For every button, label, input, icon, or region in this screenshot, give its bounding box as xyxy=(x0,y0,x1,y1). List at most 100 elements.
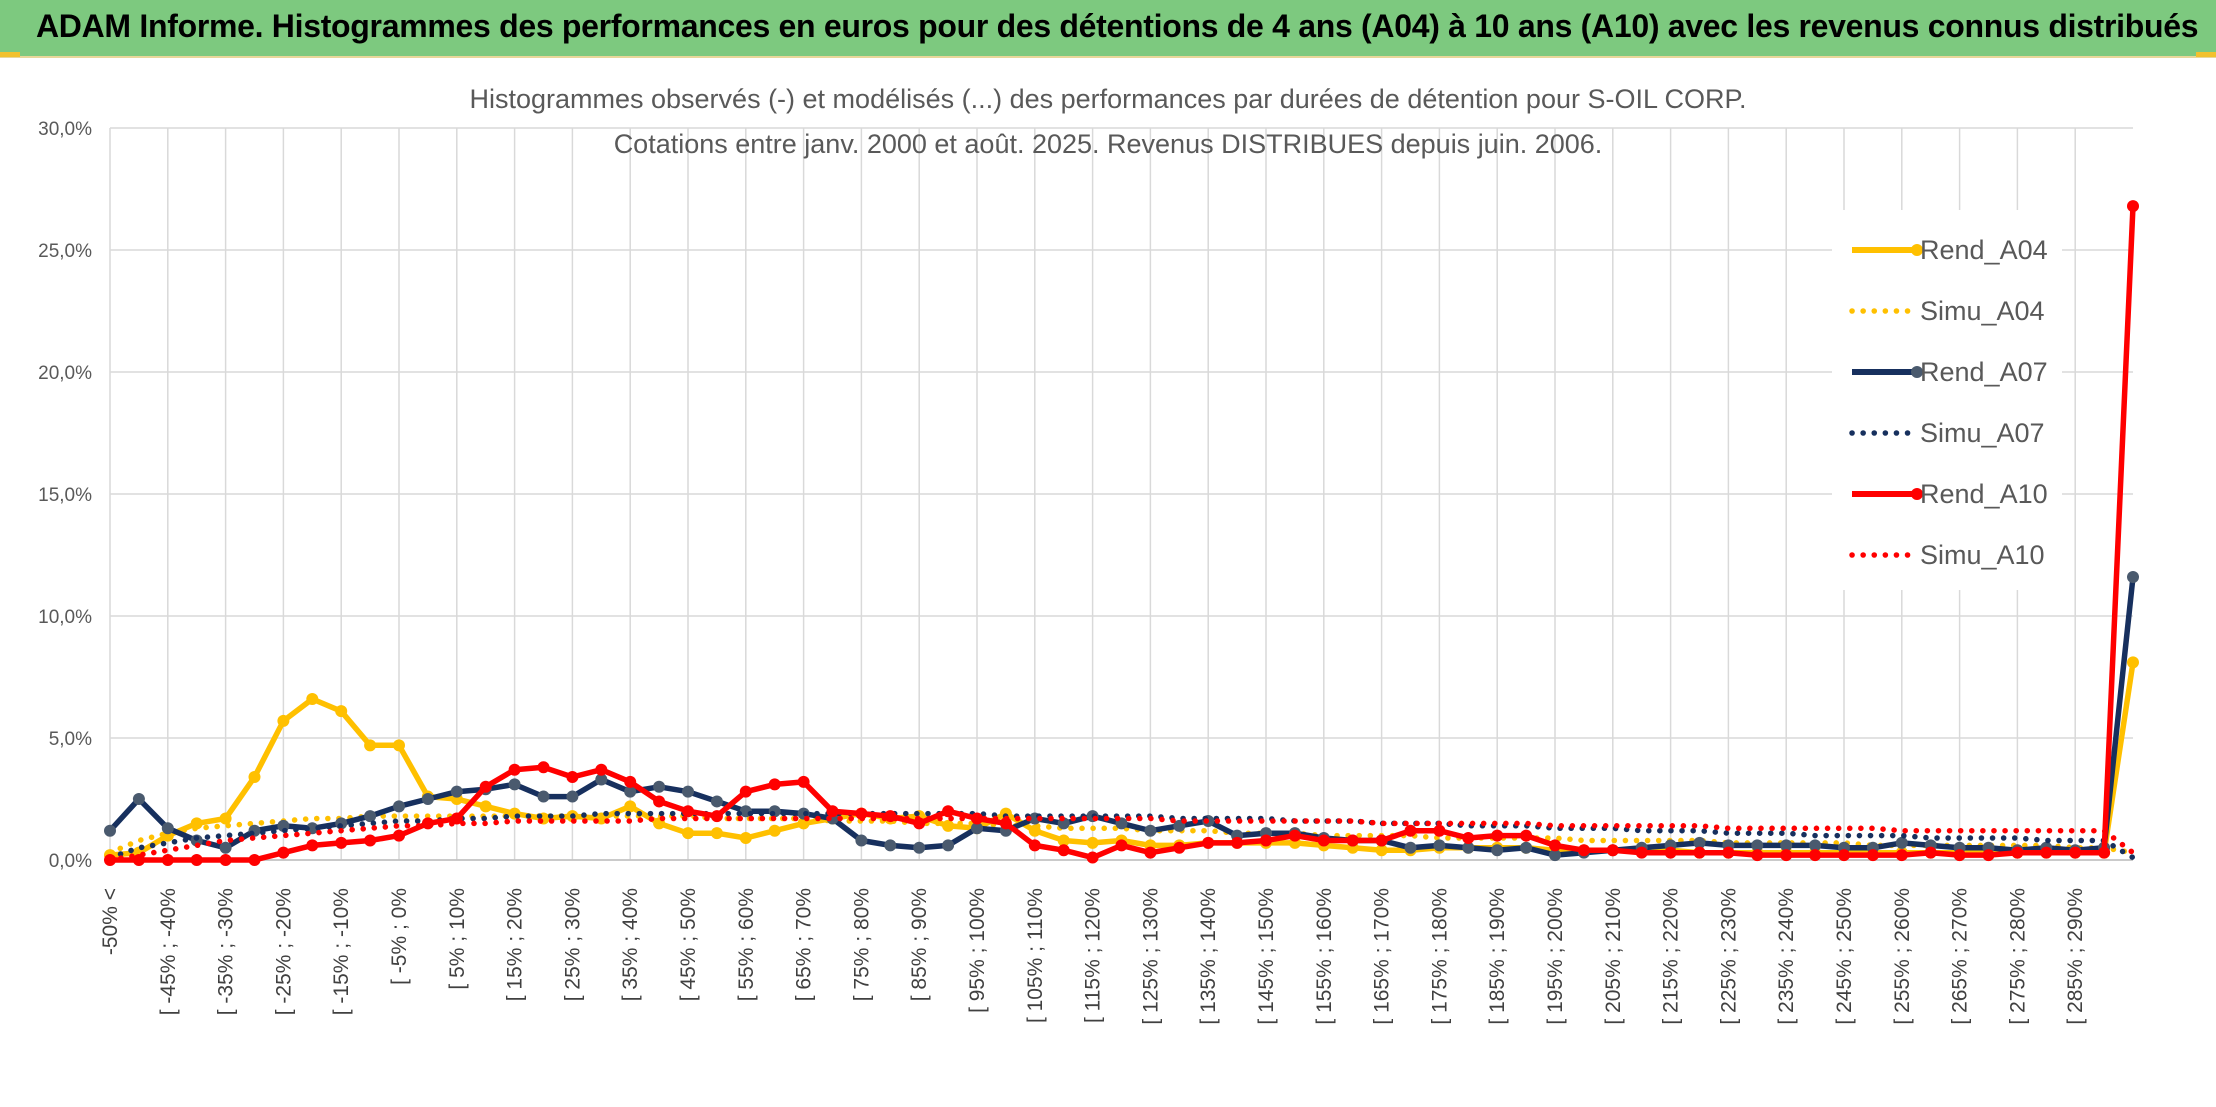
data-point-rend-a10 xyxy=(1924,846,1937,859)
data-point-rend-a10 xyxy=(1635,846,1648,859)
data-point-rend-a10 xyxy=(2069,846,2082,859)
x-tick-label: [ 145% ; 150% xyxy=(1255,888,1278,1025)
data-point-rend-a10 xyxy=(1982,849,1995,862)
data-point-rend-a10 xyxy=(1953,849,1966,862)
legend-marker-rend-a07 xyxy=(1911,366,1923,378)
data-point-rend-a07 xyxy=(1491,844,1504,857)
data-point-rend-a10 xyxy=(190,854,203,866)
data-point-rend-a07 xyxy=(595,773,608,786)
x-tick-label: [ 155% ; 160% xyxy=(1313,888,1336,1025)
x-tick-label: [ 105% ; 110% xyxy=(1024,888,1047,1023)
data-point-rend-a07 xyxy=(971,822,983,835)
data-point-rend-a10 xyxy=(1288,829,1301,842)
data-point-rend-a10 xyxy=(161,854,174,866)
data-point-rend-a04 xyxy=(1086,836,1099,849)
data-point-rend-a07 xyxy=(508,778,521,791)
data-point-rend-a10 xyxy=(1722,846,1735,859)
x-tick-label: [ 5% ; 10% xyxy=(446,888,469,990)
data-point-rend-a07 xyxy=(132,793,145,805)
x-tick-label: [ 275% ; 280% xyxy=(2006,888,2029,1025)
y-tick-label: 30,0% xyxy=(38,119,92,140)
data-point-rend-a07 xyxy=(710,795,723,808)
x-tick-label: [ 285% ; 290% xyxy=(2064,888,2087,1025)
data-point-rend-a10 xyxy=(1577,844,1590,857)
data-point-rend-a10 xyxy=(1231,836,1244,849)
data-point-rend-a07 xyxy=(1144,824,1157,837)
data-point-rend-a07 xyxy=(624,785,637,798)
data-point-rend-a07 xyxy=(1693,836,1706,849)
data-point-rend-a10 xyxy=(537,761,550,774)
data-point-rend-a07 xyxy=(1404,841,1417,854)
legend-label-rend-a04: Rend_A04 xyxy=(1920,235,2048,265)
legend: Rend_A04 Simu_A04 Rend_A07 Simu_A07 Rend_A10… xyxy=(1832,210,2062,590)
x-tick-label: [ 55% ; 60% xyxy=(735,888,758,1001)
x-tick-label: [ 205% ; 210% xyxy=(1602,888,1625,1025)
x-tick-label: [ 135% ; 140% xyxy=(1197,888,1220,1025)
data-point-rend-a10 xyxy=(1173,841,1186,854)
data-point-rend-a07 xyxy=(855,834,868,847)
data-point-rend-a10 xyxy=(1202,836,1215,849)
data-point-rend-a10 xyxy=(1317,834,1330,847)
data-point-rend-a04 xyxy=(277,714,290,727)
data-point-rend-a07 xyxy=(1433,839,1446,852)
data-point-rend-a04 xyxy=(364,739,377,752)
x-tick-label: [ 185% ; 190% xyxy=(1486,888,1509,1025)
data-point-rend-a10 xyxy=(942,805,955,818)
data-point-rend-a10 xyxy=(2040,846,2053,859)
data-point-rend-a04 xyxy=(710,827,723,840)
data-point-rend-a07 xyxy=(942,839,955,852)
corner-mark-right xyxy=(2196,52,2216,57)
data-point-rend-a07 xyxy=(566,790,579,803)
y-tick-label: 20,0% xyxy=(38,363,92,384)
data-point-rend-a10 xyxy=(1520,829,1533,842)
data-point-rend-a04 xyxy=(2127,656,2139,669)
x-tick-label: -50% < xyxy=(99,888,122,955)
data-point-rend-a10 xyxy=(1751,849,1764,862)
data-point-rend-a10 xyxy=(393,829,405,842)
x-tick-label: [ 115% ; 120% xyxy=(1082,888,1105,1023)
data-point-rend-a07 xyxy=(104,824,116,837)
data-point-rend-a04 xyxy=(306,692,319,705)
data-point-rend-a10 xyxy=(739,785,752,798)
data-point-rend-a07 xyxy=(450,785,463,798)
data-point-rend-a04 xyxy=(219,812,232,825)
data-point-rend-a07 xyxy=(884,839,897,852)
title-banner: ADAM Informe. Histogrammes des performan… xyxy=(0,0,2216,58)
performance-histogram-chart: 0,0% 5,0% 10,0% 15,0% 20,0% 25,0% 30,0% -50% < [… xyxy=(38,84,2139,1025)
data-point-rend-a10 xyxy=(1433,824,1446,837)
x-tick-label: [ -5% ; 0% xyxy=(388,888,411,985)
x-tick-label: [ 65% ; 70% xyxy=(793,888,816,1001)
data-point-rend-a07 xyxy=(1549,849,1561,862)
data-point-rend-a10 xyxy=(479,780,492,793)
data-point-rend-a04 xyxy=(393,739,405,752)
data-point-rend-a04 xyxy=(335,705,348,718)
data-point-rend-a07 xyxy=(1780,839,1793,852)
data-point-rend-a10 xyxy=(1144,846,1157,859)
data-point-rend-a10 xyxy=(1780,849,1793,862)
data-point-rend-a10 xyxy=(248,854,261,866)
data-point-rend-a10 xyxy=(1664,846,1677,859)
data-point-rend-a07 xyxy=(219,841,232,854)
data-point-rend-a07 xyxy=(913,841,926,854)
x-tick-label: [ 15% ; 20% xyxy=(504,888,527,1001)
data-point-rend-a07 xyxy=(421,793,434,805)
data-point-rend-a10 xyxy=(855,807,868,820)
chart-area: 0,0% 5,0% 10,0% 15,0% 20,0% 25,0% 30,0% -50% < [… xyxy=(0,60,2216,1102)
series-line-rend-a10 xyxy=(110,205,2136,863)
legend-label-rend-a07: Rend_A07 xyxy=(1920,357,2048,387)
x-tick-label: [ -35% ; -30% xyxy=(215,888,238,1015)
data-point-rend-a10 xyxy=(1260,834,1272,847)
data-point-rend-a10 xyxy=(2127,200,2139,213)
data-point-rend-a07 xyxy=(2127,570,2139,583)
data-point-rend-a10 xyxy=(1057,844,1070,857)
data-point-rend-a10 xyxy=(1346,834,1359,847)
data-point-rend-a10 xyxy=(1549,839,1561,852)
legend-label-simu-a10: Simu_A10 xyxy=(1920,540,2045,570)
data-point-rend-a07 xyxy=(393,800,405,813)
axis-layer: 0,0% 5,0% 10,0% 15,0% 20,0% 25,0% 30,0% -50% < [… xyxy=(38,119,2133,1025)
y-tick-label: 0,0% xyxy=(49,851,92,872)
grid-layer xyxy=(109,127,2133,861)
data-point-rend-a10 xyxy=(1086,851,1099,864)
data-point-rend-a10 xyxy=(653,795,666,808)
legend-label-simu-a07: Simu_A07 xyxy=(1920,418,2045,448)
